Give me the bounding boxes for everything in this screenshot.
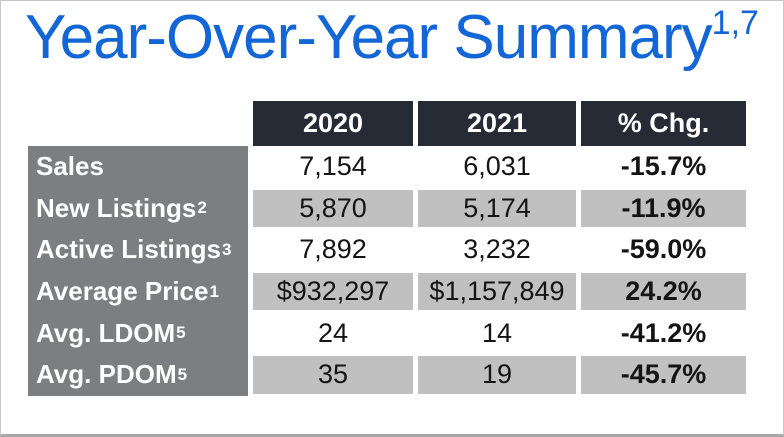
- page-title-text: Year-Over-Year Summary: [25, 3, 713, 72]
- cell-avg-pdom-2021: 19: [418, 353, 576, 396]
- cell-avg-ldom-2021: 14: [418, 312, 576, 354]
- row-label-average-price: Average Price 1: [28, 270, 248, 313]
- row-label-text: Average Price: [36, 276, 209, 307]
- cell-average-price-2020: $932,297: [253, 270, 413, 313]
- row-label-sales: Sales: [28, 146, 248, 188]
- yoy-summary-table: 2020 2021 % Chg. Sales 7,154 6,031 -15.7…: [28, 101, 783, 396]
- row-label-avg-ldom: Avg. LDOM 5: [28, 312, 248, 354]
- cell-sales-2021: 6,031: [418, 146, 576, 188]
- column-header-2020: 2020: [253, 101, 413, 146]
- row-label-text: Active Listings: [36, 234, 221, 265]
- cell-avg-ldom-2020: 24: [253, 312, 413, 354]
- cell-average-price-pct-chg: 24.2%: [581, 270, 746, 313]
- cell-sales-2020: 7,154: [253, 146, 413, 188]
- cell-new-listings-pct-chg: -11.9%: [581, 187, 746, 230]
- cell-active-listings-2020: 7,892: [253, 229, 413, 271]
- row-label-text: Sales: [36, 151, 104, 182]
- column-header-2021: 2021: [418, 101, 576, 146]
- cell-avg-pdom-pct-chg: -45.7%: [581, 353, 746, 396]
- row-label-text: New Listings: [36, 192, 197, 223]
- cell-avg-pdom-2020: 35: [253, 353, 413, 396]
- cell-new-listings-2021: 5,174: [418, 187, 576, 230]
- table-corner-cell: [28, 101, 248, 146]
- row-label-text: Avg. PDOM: [36, 359, 177, 390]
- page-title: Year-Over-Year Summary1,7: [25, 4, 783, 69]
- row-label-new-listings: New Listings 2: [28, 187, 248, 230]
- cell-new-listings-2020: 5,870: [253, 187, 413, 230]
- page-title-footnote-marker: 1,7: [711, 4, 759, 42]
- cell-active-listings-pct-chg: -59.0%: [581, 229, 746, 271]
- row-label-text: Avg. LDOM: [36, 317, 176, 348]
- row-label-avg-pdom: Avg. PDOM 5: [28, 353, 248, 396]
- column-header-pct-chg: % Chg.: [581, 101, 746, 146]
- cell-average-price-2021: $1,157,849: [418, 270, 576, 313]
- cell-sales-pct-chg: -15.7%: [581, 146, 746, 188]
- row-label-active-listings: Active Listings 3: [28, 229, 248, 271]
- cell-avg-ldom-pct-chg: -41.2%: [581, 312, 746, 354]
- cell-active-listings-2021: 3,232: [418, 229, 576, 271]
